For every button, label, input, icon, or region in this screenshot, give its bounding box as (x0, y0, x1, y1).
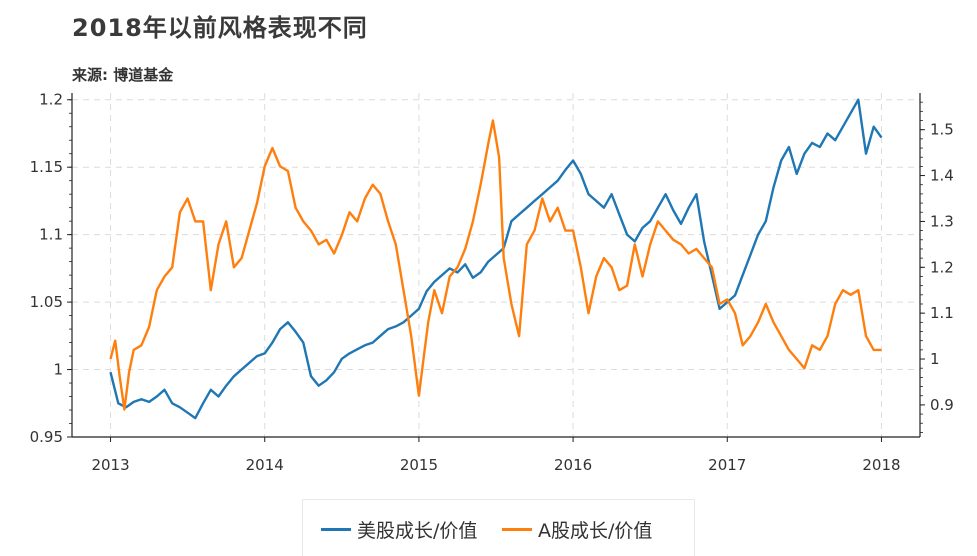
x-tick-label: 2015 (400, 456, 438, 474)
x-tick-label: 2014 (246, 456, 284, 474)
legend-swatch-us (321, 528, 351, 531)
series-lines (109, 98, 883, 420)
y-right-tick-label: 1.4 (930, 167, 954, 185)
series-line-cn (109, 119, 882, 411)
x-tick-label: 2018 (862, 456, 900, 474)
line-chart: 2013 2014 2015 2016 2017 2018 0.95 1 1.05 1.1 1.15… (30, 91, 954, 474)
y-right-tick-label: 1.5 (930, 121, 954, 139)
y-right-tick-label: 0.9 (930, 396, 954, 414)
y-left-tick-label: 1.05 (30, 293, 63, 311)
legend-item-cn[interactable]: A股成长/价值 (502, 516, 652, 543)
series-line-us (109, 98, 883, 420)
y-left-tick-label: 1.15 (30, 158, 63, 176)
legend: 美股成长/价值 A股成长/价值 (302, 499, 695, 556)
x-tick-label: 2016 (554, 456, 592, 474)
legend-label-cn: A股成长/价值 (538, 520, 653, 542)
chart-title: 2018年以前风格表现不同 (72, 14, 368, 42)
x-tick-label: 2013 (91, 456, 129, 474)
y-left-tick-label: 1.2 (39, 91, 63, 109)
y-right-tick-label: 1.3 (930, 212, 954, 230)
y-right-tick-label: 1 (930, 350, 940, 368)
legend-label-us: 美股成长/价值 (357, 520, 478, 542)
y-right-tick-label: 1.2 (930, 258, 954, 276)
chart-source: 来源: 博道基金 (72, 66, 174, 84)
x-tick-label: 2017 (708, 456, 746, 474)
legend-item-us[interactable]: 美股成长/价值 (321, 516, 477, 543)
y-left-tick-label: 1 (53, 361, 63, 379)
y-left-tick-label: 0.95 (30, 428, 63, 446)
y-right-tick-label: 1.1 (930, 304, 954, 322)
y-left-tick-label: 1.1 (39, 226, 63, 244)
legend-swatch-cn (502, 528, 532, 531)
axes: 2013 2014 2015 2016 2017 2018 0.95 1 1.05 1.1 1.15… (30, 91, 954, 474)
